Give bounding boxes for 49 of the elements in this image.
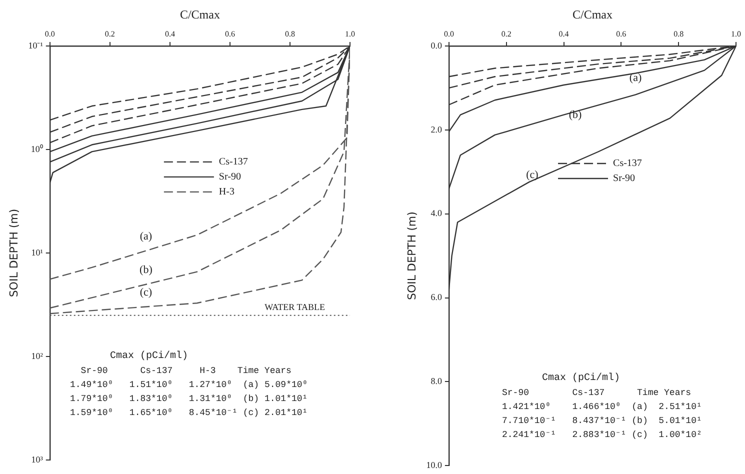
x-tick-label: 0.2 — [104, 29, 115, 38]
annotation: 1.79*10⁰ 1.83*10⁰ 1.31*10⁰ (b) 1.01*10¹ — [70, 393, 308, 406]
annotation: (a) — [629, 72, 642, 84]
x-tick-label: 0.6 — [224, 29, 235, 38]
annotation: 1.49*10⁰ 1.51*10⁰ 1.27*10⁰ (a) 5.09*10⁰ — [70, 379, 308, 392]
x-tick-label: 1.0 — [345, 29, 355, 38]
annotation: Sr-90 Cs-137 H-3 Time Years — [80, 365, 292, 378]
y-tick-label: 4.0 — [430, 208, 442, 218]
legend-label: Sr-90 — [218, 172, 241, 183]
annotation: 7.710*10⁻¹ 8.437*10⁻¹ (b) 5.01*10¹ — [502, 415, 702, 428]
x-axis-title: C/Cmax — [572, 7, 612, 22]
legend-label: Cs-137 — [613, 158, 642, 170]
annotation: (a) — [140, 230, 152, 243]
x-tick-label: 0.0 — [444, 29, 454, 38]
x-tick-label: 0.0 — [44, 29, 55, 38]
x-tick-label: 0.6 — [616, 29, 626, 38]
y-tick-label: 10³ — [31, 454, 44, 464]
y-tick-label: 10⁰ — [30, 144, 43, 154]
y-tick-label: 10.0 — [426, 460, 442, 470]
y-axis-title: SOIL DEPTH (m) — [7, 208, 20, 298]
y-tick-label: 10⁻¹ — [28, 40, 44, 50]
y-tick-label: 10² — [31, 350, 44, 361]
y-tick-label: 6.0 — [430, 292, 442, 302]
x-tick-label: 0.2 — [501, 29, 512, 38]
x-tick-label: 0.8 — [284, 29, 295, 38]
annotation: (c) — [526, 169, 539, 182]
y-tick-label: 0.0 — [430, 40, 442, 50]
annotation: (c) — [140, 286, 152, 299]
y-axis-title: SOIL DEPTH (m) — [405, 212, 418, 300]
annotation: Sr-90 Cs-137 Time Years — [502, 387, 692, 400]
x-axis-title: C/Cmax — [180, 7, 220, 22]
annotation: 1.421*10⁰ 1.466*10⁰ (a) 2.51*10¹ — [502, 401, 702, 414]
legend-label: H-3 — [218, 186, 234, 198]
y-tick-label: 2.0 — [430, 124, 442, 134]
x-tick-label: 0.4 — [164, 29, 175, 38]
annotation: Cmax (pCi/ml) — [541, 372, 622, 386]
annotation: (b) — [568, 109, 582, 122]
annotation: 2.241*10⁻¹ 2.883*10⁻¹ (c) 1.00*10² — [502, 429, 702, 442]
x-tick-label: 1.0 — [731, 29, 741, 38]
annotation: (b) — [140, 264, 153, 276]
y-tick-label: 8.0 — [430, 376, 442, 386]
ref-line-label: WATER TABLE — [264, 302, 326, 312]
y-tick-label: 10¹ — [31, 247, 44, 258]
annotation: 1.59*10⁰ 1.65*10⁰ 8.45*10⁻¹ (c) 2.01*10¹ — [70, 407, 308, 420]
legend-label: Sr-90 — [613, 173, 636, 184]
annotation: Cmax (pCi/ml) — [109, 350, 190, 364]
x-tick-label: 0.8 — [674, 29, 684, 38]
legend-label: Cs-137 — [218, 156, 248, 168]
x-tick-label: 0.4 — [558, 29, 569, 38]
